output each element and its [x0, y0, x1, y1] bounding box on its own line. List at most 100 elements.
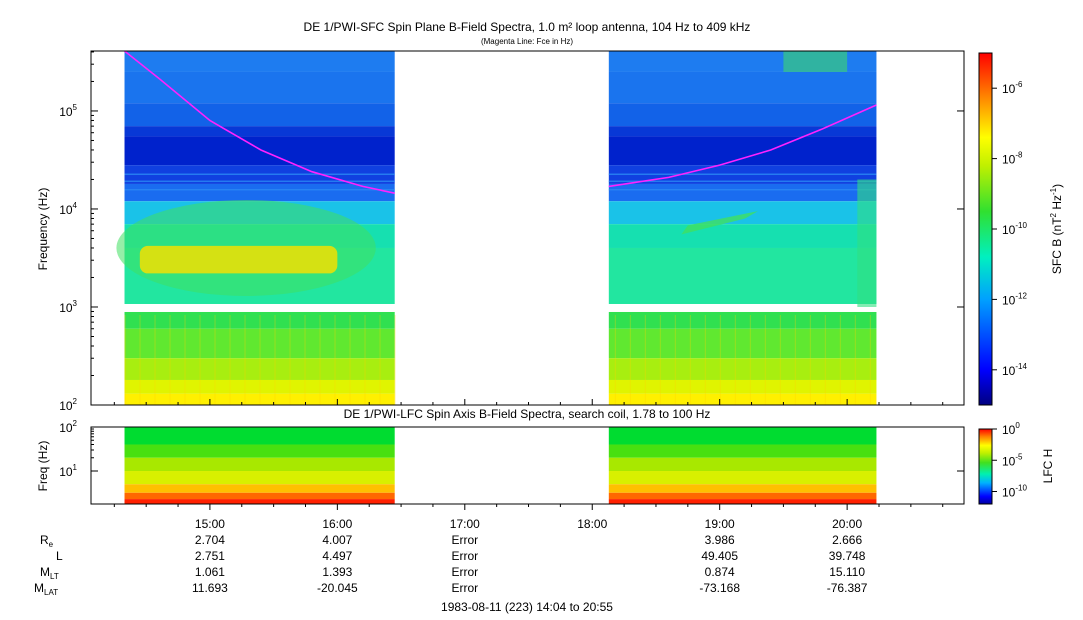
ephemeris-value: 0.874 [705, 565, 735, 579]
emission-line-0 [124, 173, 395, 176]
lfc-y-ticks: 101 102 [59, 419, 964, 479]
band-1 [608, 71, 877, 104]
low-band-0 [124, 311, 395, 329]
band-8 [608, 224, 877, 248]
band-3 [608, 126, 877, 137]
low-band-4 [124, 393, 395, 405]
low-band-1 [608, 328, 877, 359]
lfc-spectrogram [124, 427, 877, 504]
ephemeris-row-label: MLT [40, 565, 59, 581]
band-2 [608, 103, 877, 127]
ephemeris-value: -76.387 [827, 581, 868, 595]
colorbar-tick-label: 10-6 [1002, 80, 1023, 96]
low-band-3 [608, 379, 877, 394]
low-band-2 [124, 358, 395, 380]
y-tick-label: 104 [59, 201, 77, 217]
striation [274, 314, 276, 405]
striation [139, 314, 141, 405]
band-1 [124, 71, 395, 104]
main-spectrogram [116, 51, 877, 405]
x-tick-label: 15:00 [195, 517, 225, 531]
colorbar-tick-label: 10-5 [1002, 452, 1023, 468]
lfc-band-1 [124, 444, 395, 458]
upper-emission [783, 51, 848, 72]
lfc-colorbar-label: LFC H [1041, 449, 1055, 484]
x-tick-label: 19:00 [705, 517, 735, 531]
low-band-1 [124, 328, 395, 359]
striation [689, 314, 691, 405]
emission-line-1 [124, 180, 395, 183]
emission-line-2 [124, 188, 395, 191]
lfc-band-2 [124, 457, 395, 472]
striation [824, 314, 826, 405]
striation [334, 314, 336, 405]
ephemeris-value: -20.045 [317, 581, 358, 595]
ephemeris-value: 1.393 [322, 565, 352, 579]
striation [349, 314, 351, 405]
colorbar-tick-label: 10-10 [1002, 484, 1027, 500]
striation [839, 314, 841, 405]
edge-emission [857, 179, 877, 307]
band-2 [124, 103, 395, 127]
striation [809, 314, 811, 405]
y-tick-label: 101 [59, 463, 77, 479]
ephemeris-value: 2.666 [832, 533, 862, 547]
striation [764, 314, 766, 405]
emission-line-1 [608, 180, 877, 183]
lfc-colorbar-ticks: 100 10-5 10-10 [992, 421, 1027, 500]
striation [364, 314, 366, 405]
lfc-band-4 [124, 484, 395, 493]
colorbar-tick-label: 100 [1002, 421, 1020, 437]
low-band-3 [124, 379, 395, 394]
main-colorbar-ticks: 10-6 10-8 10-10 10-12 10-14 [992, 80, 1027, 378]
band-9 [608, 247, 877, 304]
striation [749, 314, 751, 405]
striation [154, 314, 156, 405]
band-3 [124, 126, 395, 137]
x-tick-label: 20:00 [832, 517, 862, 531]
striation [394, 314, 396, 405]
colorbar-tick-label: 10-14 [1002, 362, 1027, 378]
ephemeris-value: 4.007 [322, 533, 352, 547]
ephemeris-value: Error [451, 565, 478, 579]
emission-band-3khz [139, 245, 338, 274]
band-7 [608, 201, 877, 225]
main-chart-title: DE 1/PWI-SFC Spin Plane B-Field Spectra,… [304, 20, 751, 34]
striation [259, 314, 261, 405]
ephemeris-value: Error [451, 581, 478, 595]
ephemeris-row-label: Re [40, 533, 54, 549]
ephemeris-value: 2.704 [195, 533, 225, 547]
lfc-chart-title: DE 1/PWI-LFC Spin Axis B-Field Spectra, … [344, 407, 711, 421]
x-tick-label: 16:00 [322, 517, 352, 531]
lfc-band-2 [608, 457, 877, 472]
main-colorbar-label: SFC B (nT2 Hz-1) [1049, 184, 1064, 274]
lfc-band-4 [608, 484, 877, 493]
colorbar-tick-label: 10-10 [1002, 221, 1027, 237]
band-4 [608, 136, 877, 166]
lfc-band-6 [124, 499, 395, 504]
striation [289, 314, 291, 405]
emission-line-2 [608, 188, 877, 191]
lfc-band-6 [608, 499, 877, 504]
y-tick-label: 105 [59, 103, 77, 119]
lfc-band-0 [124, 427, 395, 445]
striation [644, 314, 646, 405]
ephemeris-value: 4.497 [322, 549, 352, 563]
striation [869, 314, 871, 405]
striation [379, 314, 381, 405]
striation [229, 314, 231, 405]
striation [719, 314, 721, 405]
ephemeris-value: 15.110 [829, 565, 865, 579]
striation [794, 314, 796, 405]
ephemeris-value: 3.986 [705, 533, 735, 547]
main-chart-subtitle: (Magenta Line: Fce in Hz) [481, 37, 573, 46]
striation [734, 314, 736, 405]
striation [659, 314, 661, 405]
main-colorbar [978, 52, 993, 406]
striation [214, 314, 216, 405]
striation [854, 314, 856, 405]
striation [304, 314, 306, 405]
striation [674, 314, 676, 405]
colorbar-tick-label: 10-12 [1002, 291, 1027, 307]
